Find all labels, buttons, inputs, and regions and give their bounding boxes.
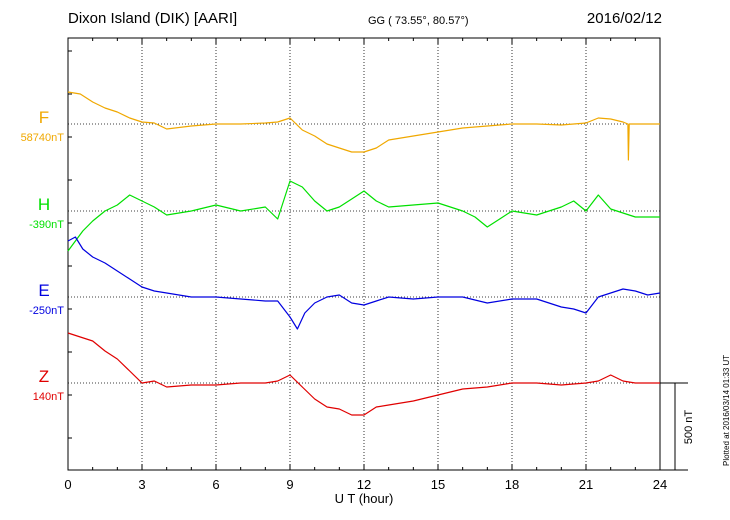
x-tick-label: 18 bbox=[505, 477, 519, 492]
series-baseline-h: -390nT bbox=[29, 219, 64, 231]
series-line-f bbox=[67, 91, 660, 161]
x-tick-label: 12 bbox=[357, 477, 371, 492]
station-coordinates: GG ( 73.55°, 80.57°) bbox=[368, 15, 469, 27]
series-label-h: H bbox=[38, 195, 50, 214]
chart-title: Dixon Island (DIK) [AARI] bbox=[68, 10, 238, 27]
series-baseline-e: -250nT bbox=[29, 305, 64, 317]
series-label-e: E bbox=[38, 281, 49, 300]
x-tick-label: 0 bbox=[64, 477, 71, 492]
series-line-h bbox=[67, 180, 660, 252]
series-baseline-f: 58740nT bbox=[21, 132, 65, 144]
x-tick-label: 21 bbox=[579, 477, 593, 492]
x-tick-label: 9 bbox=[286, 477, 293, 492]
series-label-z: Z bbox=[39, 367, 49, 386]
x-tick-label: 15 bbox=[431, 477, 445, 492]
x-tick-label: 3 bbox=[138, 477, 145, 492]
chart-date: 2016/02/12 bbox=[586, 10, 662, 27]
scale-bar-label: 500 nT bbox=[683, 410, 695, 445]
x-axis-label: U T (hour) bbox=[335, 491, 394, 506]
x-tick-label: 6 bbox=[212, 477, 219, 492]
x-tick-label: 24 bbox=[653, 477, 667, 492]
series-label-f: F bbox=[39, 108, 49, 127]
series-line-z bbox=[67, 332, 660, 416]
series-baseline-z: 140nT bbox=[33, 391, 64, 403]
series-line-e bbox=[67, 236, 661, 330]
